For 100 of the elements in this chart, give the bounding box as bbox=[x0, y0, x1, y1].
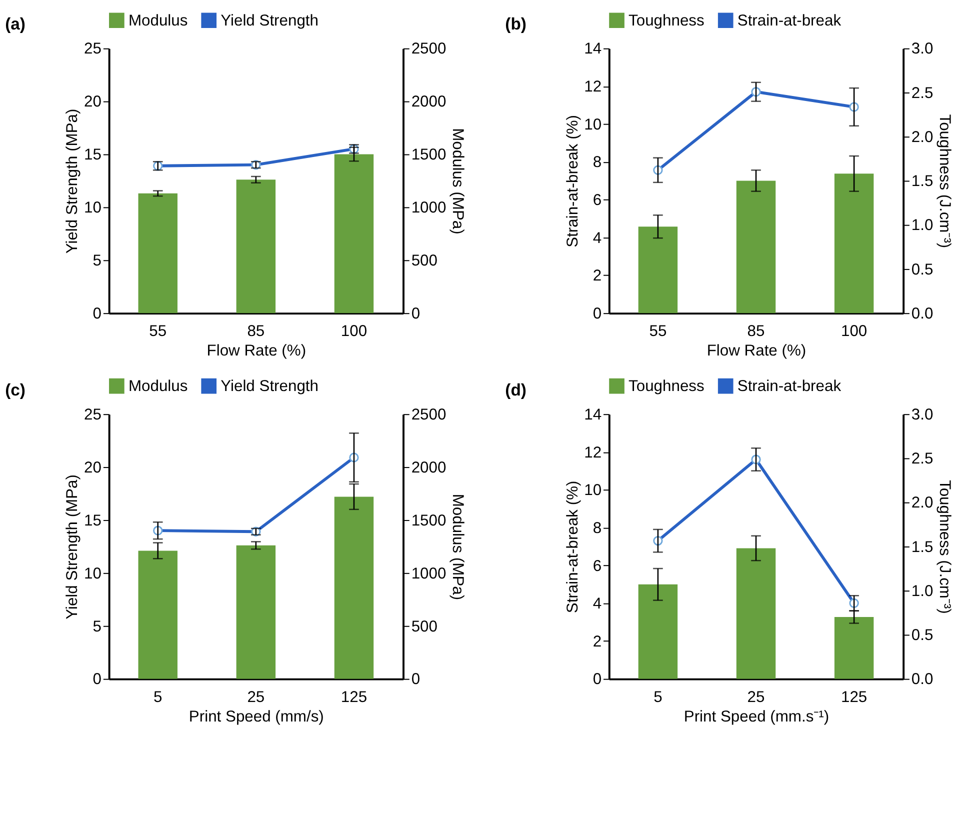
y-tick-label: 15 bbox=[84, 512, 102, 530]
y-tick-label: 4 bbox=[592, 596, 602, 613]
bar bbox=[834, 617, 874, 679]
y-tick-label: 8 bbox=[592, 520, 602, 537]
legend-label: Yield Strength bbox=[220, 378, 318, 396]
y2-tick-label: 2000 bbox=[411, 459, 446, 476]
y-tick-label: 0 bbox=[92, 305, 102, 322]
y2-tick-label: 2.5 bbox=[911, 84, 934, 102]
chart-title: (a) bbox=[5, 14, 26, 34]
y-tick-label: 10 bbox=[84, 565, 102, 582]
x-tick-label: 100 bbox=[840, 323, 868, 340]
y2-tick-label: 0 bbox=[411, 671, 420, 688]
bar bbox=[638, 226, 678, 314]
y-tick-label: 14 bbox=[584, 40, 602, 58]
y-tick-label: 5 bbox=[92, 618, 102, 636]
chart-title: (b) bbox=[505, 14, 526, 34]
x-tick-label: 125 bbox=[840, 688, 868, 706]
bar bbox=[334, 154, 374, 314]
x-axis-title: Flow Rate (%) bbox=[706, 342, 806, 360]
y-tick-label: 0 bbox=[592, 305, 602, 322]
y2-tick-label: 1500 bbox=[411, 146, 446, 164]
chart-title: (c) bbox=[5, 380, 26, 400]
y-axis-title: Yield Strength (MPa) bbox=[64, 474, 82, 620]
y-tick-label: 2 bbox=[592, 633, 602, 650]
x-tick-label: 55 bbox=[649, 323, 667, 340]
chart-title: (d) bbox=[505, 380, 526, 400]
bar bbox=[834, 174, 874, 314]
y-tick-label: 14 bbox=[584, 406, 602, 424]
x-tick-label: 25 bbox=[747, 688, 766, 706]
y2-tick-label: 1000 bbox=[411, 200, 446, 217]
y-axis-title: Strain-at-break (%) bbox=[564, 115, 582, 248]
legend-label: Modulus bbox=[128, 12, 188, 30]
bar bbox=[236, 545, 276, 679]
y2-tick-label: 1.0 bbox=[911, 217, 934, 234]
x-axis-title: Flow Rate (%) bbox=[206, 342, 306, 360]
y2-tick-label: 1000 bbox=[411, 565, 446, 582]
x-tick-label: 125 bbox=[340, 688, 368, 706]
y2-tick-label: 1.5 bbox=[911, 173, 934, 190]
y2-axis-title: Toughness (J.cm⁻³) bbox=[936, 480, 954, 614]
y2-tick-label: 2500 bbox=[411, 406, 446, 424]
y2-tick-label: 1.5 bbox=[911, 538, 934, 556]
y-tick-label: 20 bbox=[84, 94, 102, 111]
y-tick-label: 10 bbox=[84, 200, 102, 217]
x-tick-label: 5 bbox=[654, 688, 663, 706]
legend-label: Strain-at-break bbox=[737, 12, 842, 30]
x-tick-label: 100 bbox=[340, 323, 368, 340]
bar bbox=[638, 584, 678, 679]
y2-tick-label: 0.5 bbox=[911, 627, 934, 644]
y-tick-label: 10 bbox=[584, 482, 602, 500]
y-axis-title: Yield Strength (MPa) bbox=[64, 108, 82, 254]
y-tick-label: 20 bbox=[84, 459, 102, 476]
y2-tick-label: 500 bbox=[411, 252, 438, 270]
bar bbox=[736, 180, 776, 314]
x-axis-title: Print Speed (mm.s⁻¹) bbox=[684, 708, 830, 726]
y-tick-label: 4 bbox=[592, 230, 602, 247]
y2-axis-title: Modulus (MPa) bbox=[449, 494, 466, 600]
x-axis-title: Print Speed (mm/s) bbox=[188, 708, 324, 726]
y-axis-title: Strain-at-break (%) bbox=[564, 480, 582, 614]
y-tick-label: 0 bbox=[92, 671, 102, 688]
legend-label: Toughness bbox=[628, 12, 704, 30]
y-tick-label: 25 bbox=[84, 406, 102, 424]
x-tick-label: 25 bbox=[247, 688, 265, 706]
y-tick-label: 8 bbox=[592, 154, 602, 172]
y-tick-label: 12 bbox=[584, 78, 602, 96]
legend-label: Modulus bbox=[128, 378, 188, 396]
y2-tick-label: 0 bbox=[411, 305, 420, 322]
y-tick-label: 6 bbox=[592, 558, 602, 575]
y2-tick-label: 0.5 bbox=[911, 261, 934, 278]
bar bbox=[334, 496, 374, 679]
y2-tick-label: 0.0 bbox=[911, 671, 934, 688]
y-tick-label: 0 bbox=[592, 671, 602, 688]
bar bbox=[736, 548, 776, 679]
bar bbox=[138, 550, 178, 679]
bar bbox=[138, 193, 178, 314]
y2-axis-title: Modulus (MPa) bbox=[449, 128, 466, 234]
bar bbox=[236, 180, 276, 314]
y2-tick-label: 2500 bbox=[411, 40, 446, 58]
legend-label: Strain-at-break bbox=[737, 378, 842, 396]
legend-label: Toughness bbox=[628, 378, 704, 396]
y2-tick-label: 3.0 bbox=[911, 40, 934, 58]
y2-tick-label: 0.0 bbox=[911, 305, 934, 322]
legend-label: Yield Strength bbox=[220, 12, 318, 30]
y-tick-label: 12 bbox=[584, 444, 602, 462]
y-tick-label: 6 bbox=[592, 192, 602, 210]
x-tick-label: 55 bbox=[149, 323, 167, 340]
y2-tick-label: 2000 bbox=[411, 94, 446, 111]
y-tick-label: 25 bbox=[84, 40, 102, 58]
x-tick-label: 5 bbox=[154, 688, 163, 706]
y2-tick-label: 2.0 bbox=[911, 128, 934, 146]
y-tick-label: 5 bbox=[92, 252, 102, 270]
x-tick-label: 85 bbox=[247, 323, 265, 340]
y2-axis-title: Toughness (J.cm⁻³) bbox=[936, 114, 954, 248]
y-tick-label: 2 bbox=[592, 268, 602, 285]
y2-tick-label: 1500 bbox=[411, 512, 446, 530]
y-tick-label: 10 bbox=[584, 116, 602, 134]
y2-tick-label: 3.0 bbox=[911, 406, 934, 424]
y2-tick-label: 1.0 bbox=[911, 582, 934, 600]
y2-tick-label: 2.0 bbox=[911, 494, 934, 512]
y2-tick-label: 500 bbox=[411, 618, 438, 636]
y-tick-label: 15 bbox=[84, 146, 102, 164]
